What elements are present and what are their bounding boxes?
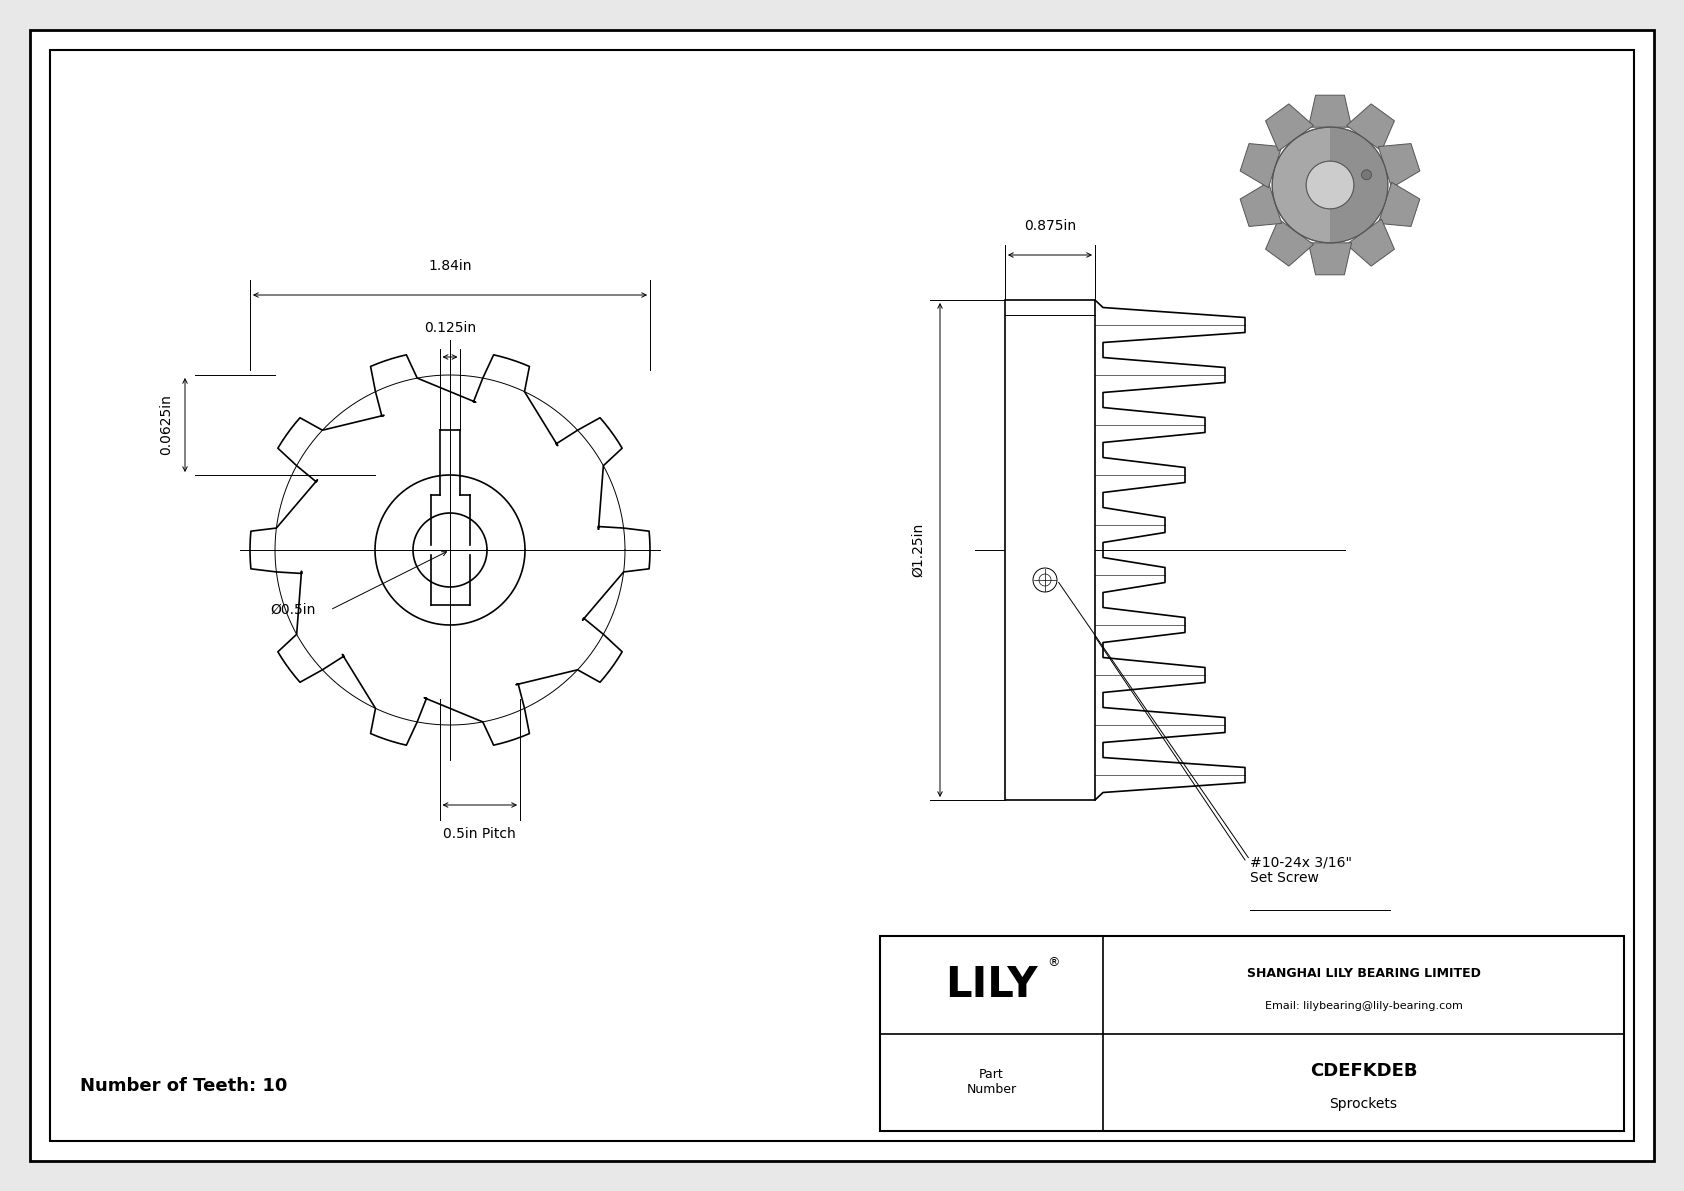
Text: Part
Number: Part Number [967, 1068, 1017, 1096]
Text: Ø1.25in: Ø1.25in [911, 523, 925, 578]
Text: Number of Teeth: 10: Number of Teeth: 10 [81, 1077, 288, 1095]
Text: CDEFKDEB: CDEFKDEB [1310, 1061, 1418, 1079]
Polygon shape [1239, 182, 1282, 226]
Text: ®: ® [1047, 956, 1059, 969]
Bar [881, 936, 1623, 1131]
Text: Ø0.5in: Ø0.5in [269, 603, 315, 617]
Circle shape [1032, 568, 1058, 592]
Polygon shape [1266, 104, 1314, 151]
Text: LILY: LILY [945, 964, 1037, 1005]
Text: 0.5in Pitch: 0.5in Pitch [443, 827, 517, 841]
Text: 0.125in: 0.125in [424, 322, 477, 335]
Polygon shape [1378, 182, 1420, 226]
Text: #10-24x 3/16"
Set Screw: #10-24x 3/16" Set Screw [1250, 855, 1352, 885]
Polygon shape [1239, 144, 1282, 188]
Text: 1.84in: 1.84in [428, 258, 472, 273]
Polygon shape [1308, 243, 1352, 275]
Circle shape [1271, 127, 1388, 243]
Circle shape [1307, 161, 1354, 208]
Circle shape [1307, 161, 1354, 208]
Polygon shape [1347, 104, 1394, 151]
Bar [1005, 300, 1095, 800]
Polygon shape [1308, 95, 1352, 127]
Wedge shape [1330, 127, 1388, 243]
Text: 0.0625in: 0.0625in [158, 394, 173, 455]
Polygon shape [1347, 219, 1394, 266]
Circle shape [1039, 574, 1051, 586]
Text: 0.875in: 0.875in [1024, 219, 1076, 233]
Text: SHANGHAI LILY BEARING LIMITED: SHANGHAI LILY BEARING LIMITED [1246, 967, 1480, 979]
Text: Email: lilybearing@lily-bearing.com: Email: lilybearing@lily-bearing.com [1265, 1002, 1462, 1011]
Polygon shape [1266, 219, 1314, 266]
Circle shape [1362, 170, 1371, 180]
Text: Sprockets: Sprockets [1330, 1097, 1398, 1111]
Polygon shape [1378, 144, 1420, 188]
